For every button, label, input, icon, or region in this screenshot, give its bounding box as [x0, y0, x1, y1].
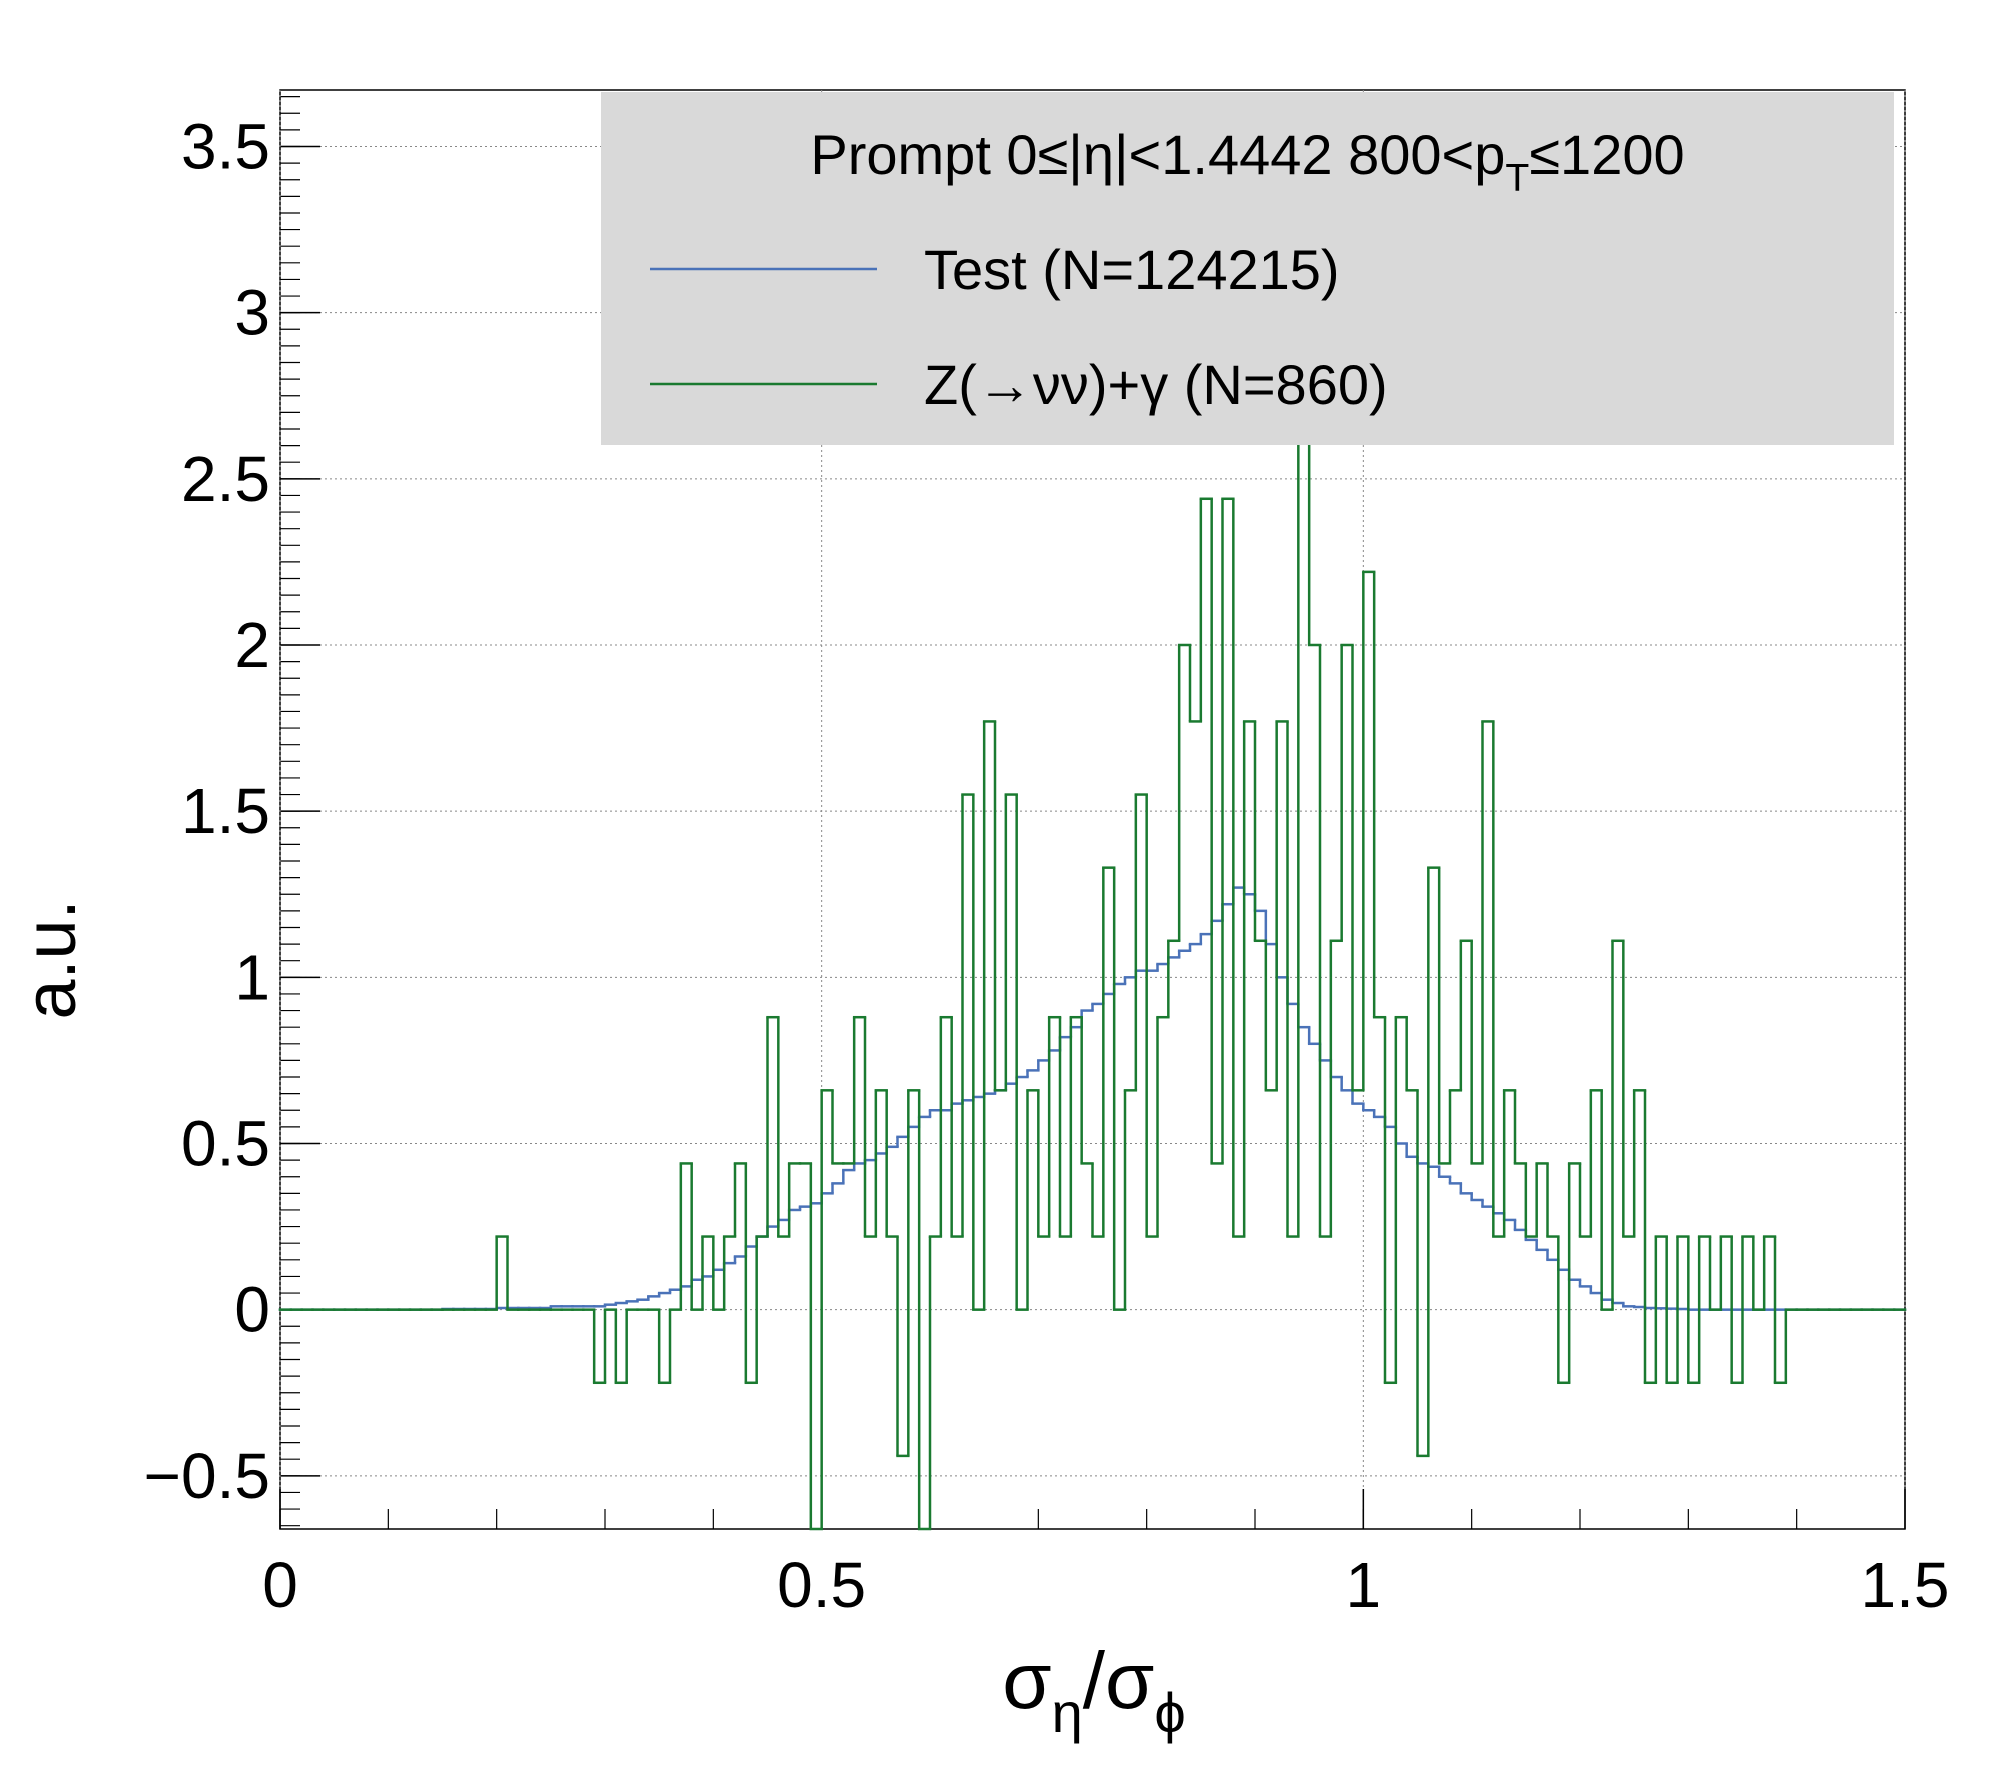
y-tick-label: 3.5: [181, 110, 270, 182]
x-tick-label: 1: [1346, 1549, 1382, 1621]
y-tick-label: 0.5: [181, 1107, 270, 1179]
histogram-riser: [441, 887, 1690, 1310]
y-tick-label: 0: [234, 1274, 270, 1346]
y-tick-label: 2.5: [181, 443, 270, 515]
plot-frame: [279, 89, 1906, 1530]
y-tick-label: 2: [234, 609, 270, 681]
legend-title-part: Prompt 0≤|η|<1.4442 800<p: [810, 123, 1505, 186]
x-tick-label: 0.5: [777, 1549, 866, 1621]
legend-title-part: ≤1200: [1529, 123, 1684, 186]
y-tick-label: −0.5: [144, 1440, 270, 1512]
legend-title: Prompt 0≤|η|<1.4442 800<pT≤1200: [810, 123, 1684, 200]
x-axis-title-subscript: η: [1052, 1681, 1083, 1744]
x-axis-title-part: σ: [1002, 1636, 1051, 1725]
x-axis-title-subscript: ϕ: [1154, 1681, 1185, 1744]
y-tick-label: 1.5: [181, 775, 270, 847]
legend: Prompt 0≤|η|<1.4442 800<pT≤1200 Test (N=1…: [601, 92, 1894, 445]
x-tick-label: 1.5: [1861, 1549, 1950, 1621]
y-tick-label: 1: [234, 941, 270, 1013]
histograms: [278, 424, 1907, 1531]
y-axis-title: a.u.: [11, 899, 91, 1019]
x-axis-title: ση/σϕ: [1002, 1636, 1186, 1744]
x-tick-label: 0: [262, 1549, 298, 1621]
y-tick-label: 3: [234, 277, 270, 349]
legend-title-subscript: T: [1505, 157, 1529, 200]
x-axis-title-part: /σ: [1083, 1636, 1155, 1725]
legend-label: Z(→νν)+γ (N=860): [924, 353, 1388, 416]
legend-label: Test (N=124215): [924, 238, 1340, 301]
